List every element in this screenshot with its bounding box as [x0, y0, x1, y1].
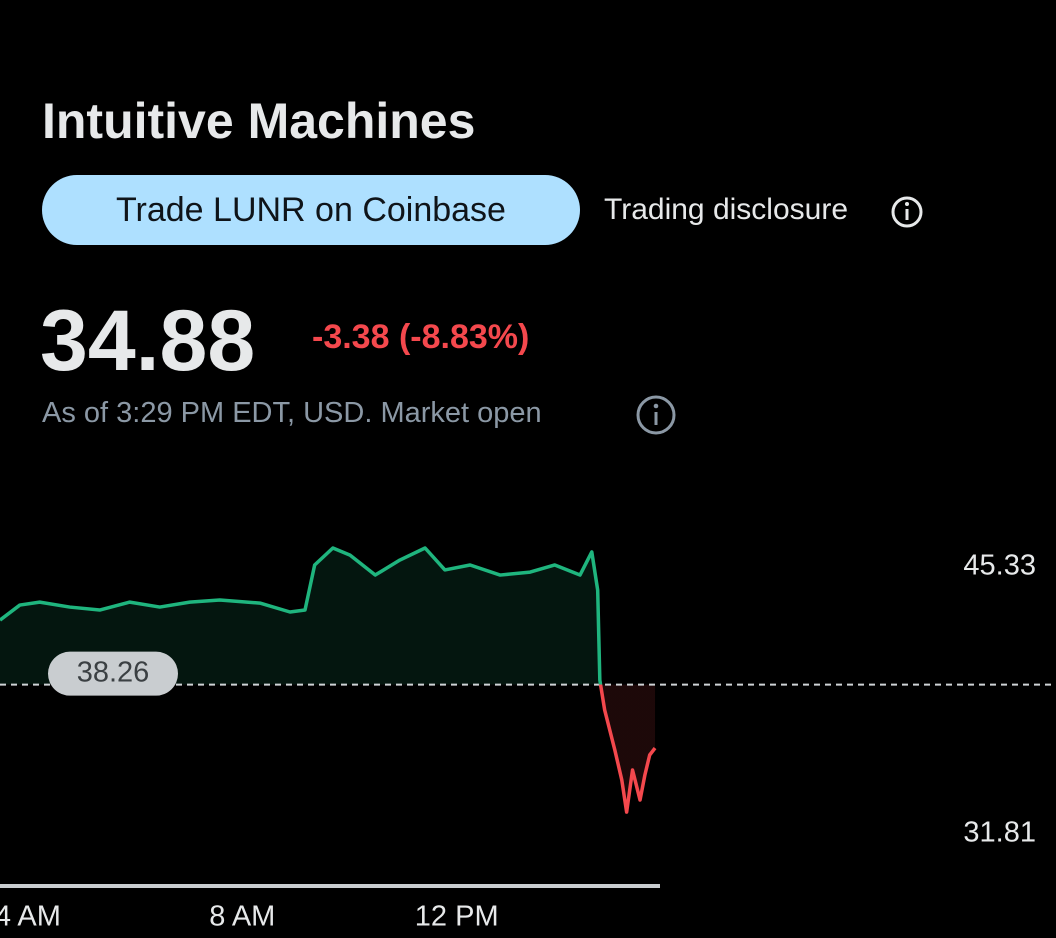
x-tick-label: 4 AM [0, 901, 61, 933]
market-note: As of 3:29 PM EDT, USD. Market open [42, 397, 542, 429]
info-icon[interactable] [888, 193, 926, 231]
disclosure-link[interactable]: Trading disclosure [604, 193, 848, 226]
price-line [0, 546, 657, 814]
previous-close-label: 38.26 [77, 656, 150, 688]
y-tick-label: 31.81 [963, 817, 1036, 849]
price: 34.88 [40, 293, 256, 389]
previous-close-pill [48, 651, 178, 696]
x-tick-label: 12 PM [415, 901, 499, 933]
x-tick-label: 8 AM [209, 901, 275, 933]
company-title: Intuitive Machines [42, 93, 476, 149]
trade-button[interactable]: Trade LUNR on Coinbase [42, 175, 580, 245]
area [0, 547, 656, 813]
y-tick-label: 45.33 [963, 550, 1036, 582]
price-change: -3.38 (-8.83%) [312, 318, 530, 356]
info-icon[interactable] [634, 393, 678, 437]
